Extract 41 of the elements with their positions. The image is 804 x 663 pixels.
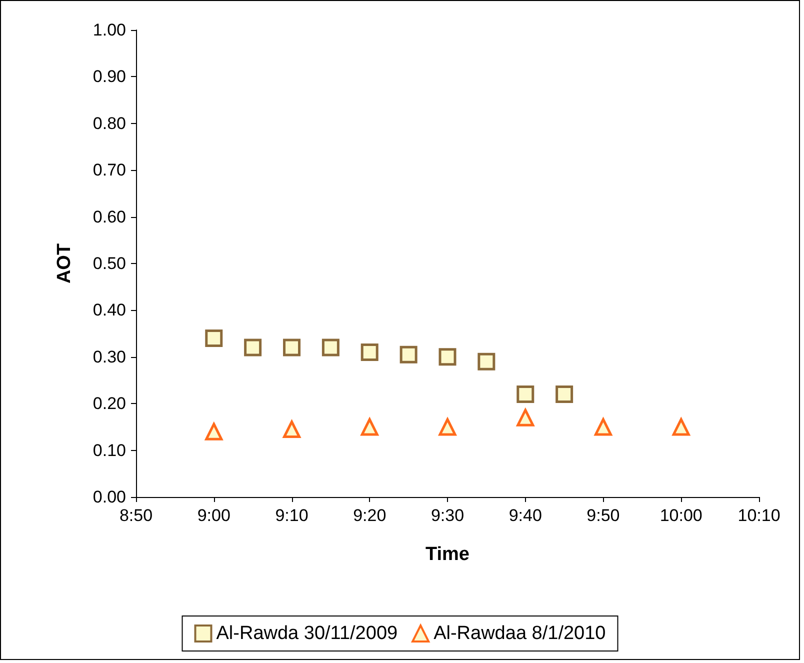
y-tick-label: 0.20 [92,394,126,414]
x-tick-label: 9:30 [430,506,464,525]
point [672,418,690,436]
y-tick-label: 0.90 [92,67,126,86]
point [438,418,456,436]
point [360,418,378,436]
point [400,346,418,364]
y-tick-label: 0.00 [92,488,126,506]
point [205,329,223,347]
point [594,418,612,436]
point [205,422,223,440]
y-tick-label: 0.40 [92,300,126,320]
y-tick-label: 1.00 [92,20,126,40]
x-tick-label: 9:50 [586,506,620,525]
y-tick-label: 0.30 [92,347,126,366]
point [478,352,496,370]
point [438,348,456,366]
point [283,338,301,356]
point [360,343,378,361]
point [516,408,534,426]
x-tick-label: 9:20 [353,506,386,525]
y-tick-label: 0.70 [92,160,126,180]
x-tick-label: 9:00 [197,506,230,525]
x-tick-label: 9:40 [508,506,542,525]
y-tick-label: 0.80 [92,114,126,133]
x-tick-label: 10:10 [738,506,780,525]
y-tick-label: 0.10 [92,440,126,460]
x-tick-label: 9:10 [275,506,308,525]
point [516,386,534,404]
x-tick-label: 8:50 [119,506,153,525]
y-tick-label: 0.50 [92,254,126,273]
point [322,338,340,356]
y-axis-title: AOT [54,243,75,284]
y-tick-label: 0.60 [92,207,126,226]
point [283,420,301,438]
x-axis-title: Time [425,544,470,565]
point [244,338,262,356]
legend-label: Al-Rawda 30/11/2009 [216,623,398,644]
legend-label: Al-Rawdaa 8/1/2010 [434,623,606,644]
x-tick-label: 10:00 [660,506,702,525]
point [556,386,574,404]
